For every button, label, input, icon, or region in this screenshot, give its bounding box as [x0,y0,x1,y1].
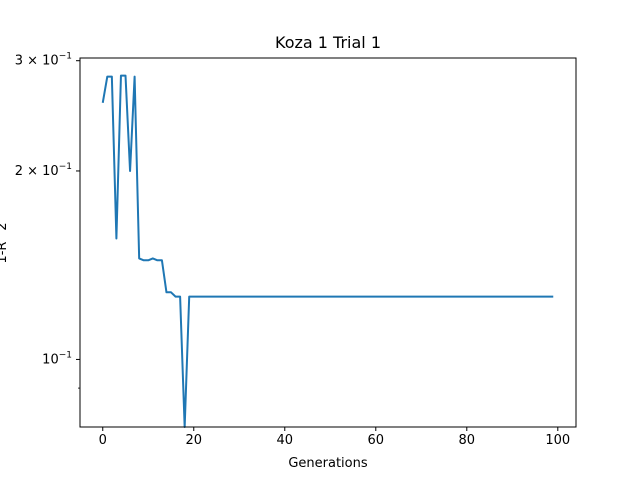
chart-title: Koza 1 Trial 1 [275,33,381,52]
series-line-0 [101,74,554,428]
plot-area: 0 20 40 60 80 100 10−1 2 × 10−1 3 × 10−1 [15,52,577,448]
y-axis-label: 1-R^2 [0,222,10,263]
x-axis-label: Generations [288,456,368,471]
x-tick-label: 100 [545,433,570,448]
y-tick-label: 2 × 10−1 [15,162,72,179]
x-tick-label: 40 [276,433,293,448]
y-tick-label: 3 × 10−1 [15,52,72,69]
x-tick-label: 80 [459,433,476,448]
x-tick-label: 20 [185,433,202,448]
x-tick-label: 0 [99,433,107,448]
plot-frame [79,57,577,428]
y-tick-label: 10−1 [42,350,72,367]
x-tick-label: 60 [368,433,385,448]
